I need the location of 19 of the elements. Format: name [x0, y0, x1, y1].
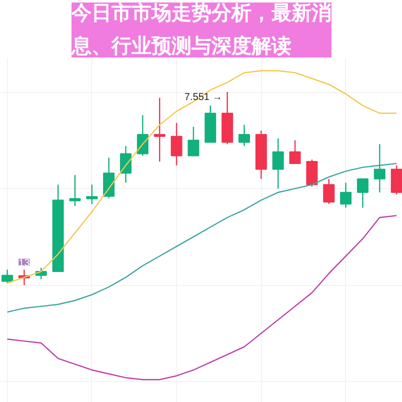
candlestick: [170, 122, 182, 166]
candlestick: [306, 158, 318, 188]
candlestick: [69, 174, 81, 207]
candlestick: [390, 164, 402, 195]
candlestick: [340, 182, 352, 208]
candlestick: [154, 97, 166, 162]
candlestick: [238, 124, 250, 147]
candlestick: [289, 140, 301, 164]
candlestick: [103, 157, 115, 199]
candlestick: [356, 178, 368, 208]
candlestick: [136, 114, 148, 156]
chart-title: 今日市市场走势分析，最新消息、行业预测与深度解读: [70, 2, 332, 58]
candlestick: [188, 126, 200, 156]
candlestick: [374, 144, 386, 193]
candlestick: [323, 178, 335, 205]
candlestick: [2, 269, 14, 284]
candlestick: [272, 138, 284, 190]
annotation: 13: [18, 258, 30, 269]
candlestick: [86, 184, 98, 205]
